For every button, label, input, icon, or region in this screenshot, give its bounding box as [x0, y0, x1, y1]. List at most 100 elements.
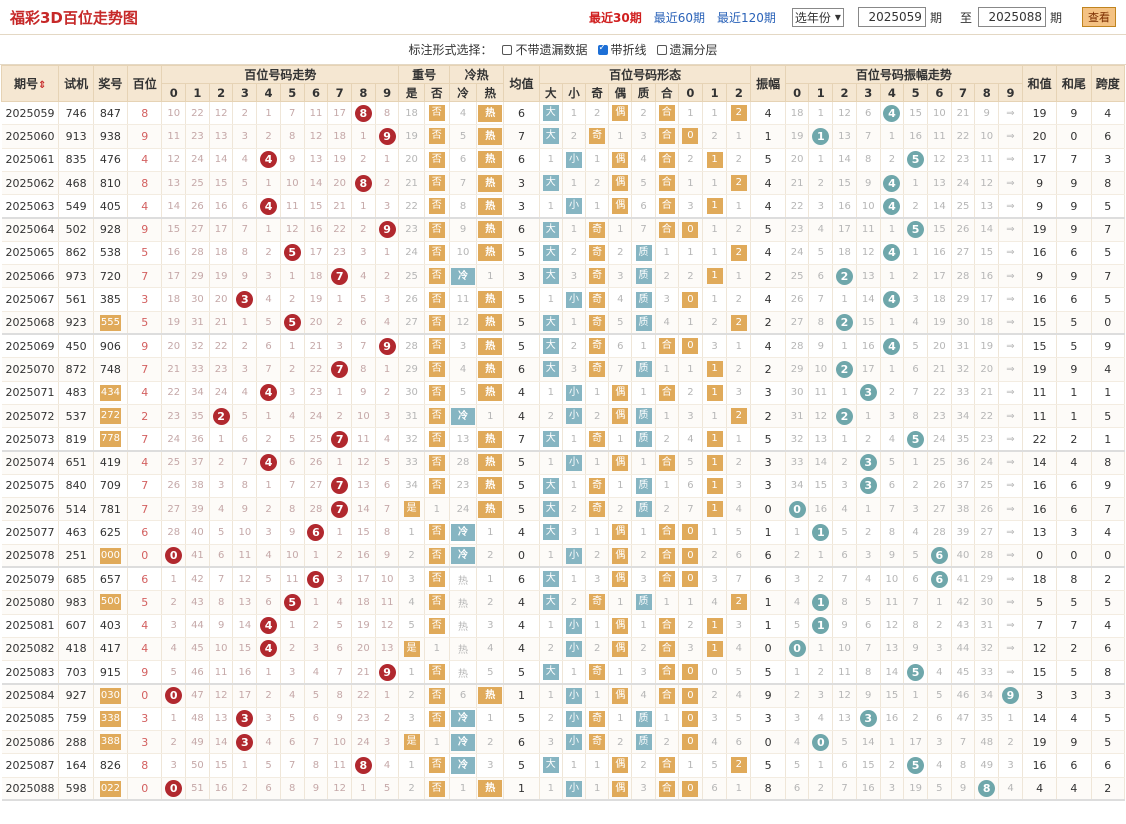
average-cell: 5	[503, 450, 540, 475]
tag: 否	[428, 757, 445, 774]
ball-marker: 0	[788, 640, 806, 658]
option-no-omission[interactable]: 不带遗漏数据	[502, 41, 588, 58]
amp-cell: 17	[856, 357, 881, 382]
amp-cell: 10	[808, 357, 834, 382]
amplitude-cell: 5	[750, 217, 786, 242]
form-cell: 1	[539, 381, 563, 405]
trend-cell: 4	[375, 753, 400, 778]
sum-tail-cell: 5	[1056, 311, 1092, 336]
trend-cell: 12	[351, 450, 376, 475]
trend-cell: 13	[209, 707, 234, 732]
option-omission-layer[interactable]: 遗漏分层	[656, 41, 718, 58]
trend-cell: 6	[304, 567, 329, 592]
tag: 奇	[589, 314, 606, 331]
nav-recent-120[interactable]: 最近120期	[717, 10, 776, 25]
header-qihao[interactable]: 期号⇕	[0, 65, 60, 102]
trend-cell: 3	[232, 357, 258, 382]
amp-cell: 7	[880, 497, 905, 522]
mod-cell: 2	[726, 241, 752, 266]
coldhot-cell: 冷	[449, 520, 478, 545]
trend-cell: 8	[351, 357, 376, 382]
hundreds-digit-cell: 7	[127, 497, 163, 522]
hundreds-digit-cell: 4	[127, 450, 163, 475]
amp-cell: 13	[832, 124, 857, 149]
sum-cell: 13	[1022, 520, 1058, 545]
year-select[interactable]: 选年份 ▾	[791, 7, 844, 27]
form-cell: 2	[655, 730, 679, 755]
trend-cell: 22	[161, 381, 187, 405]
amplitude-cell: 4	[750, 171, 786, 196]
span-cell: 2	[1091, 567, 1126, 592]
subheader-cell: 2	[726, 83, 752, 102]
checkbox-checked-icon[interactable]	[597, 43, 608, 55]
trend-cell: 15	[351, 520, 376, 545]
winning-number-cell: 405	[93, 194, 129, 219]
from-period-input[interactable]: 2025059	[857, 7, 926, 27]
amp-cell: 2	[927, 614, 952, 638]
tag: 质	[635, 477, 652, 494]
hot-tag: 热	[478, 244, 503, 262]
form-cell: 1	[585, 520, 610, 545]
nav-recent-30[interactable]: 最近30期	[589, 10, 642, 25]
amp-cell: 2	[832, 311, 857, 336]
view-button[interactable]: 查看	[1082, 7, 1116, 27]
mod-cell: 1	[726, 264, 752, 289]
form-cell: 合	[655, 381, 679, 405]
checkbox-icon[interactable]	[502, 45, 513, 55]
mod-cell: 2	[678, 148, 704, 172]
sum-tail-cell: 9	[1056, 194, 1092, 219]
mod-cell: 2	[678, 381, 704, 405]
to-period-input[interactable]: 2025088	[977, 7, 1046, 27]
tag: 合	[658, 221, 675, 238]
amp-cell: 7	[856, 637, 881, 662]
form-cell: 奇	[585, 590, 610, 615]
sum-cell: 3	[1022, 683, 1058, 708]
coldhot-cell: 5	[449, 381, 478, 405]
trend-cell: 7	[280, 101, 305, 126]
trend-cell: 2	[209, 450, 234, 475]
repeat-cell: 1	[398, 753, 425, 778]
trend-cell: 5	[375, 450, 400, 475]
amp-cell: 1	[880, 311, 905, 336]
trend-cell: 37	[185, 450, 210, 475]
trend-cell: 7	[327, 357, 352, 382]
tag: 偶	[612, 617, 629, 634]
tag: 偶	[612, 454, 629, 471]
average-cell: 1	[503, 777, 540, 802]
trend-cell: 4	[327, 590, 352, 615]
nav-recent-60[interactable]: 最近60期	[653, 10, 705, 25]
amplitude-cell: 2	[750, 264, 786, 289]
amp-cell: 2	[808, 777, 834, 802]
ball-marker: 4	[260, 384, 278, 402]
trend-cell: 8	[351, 753, 376, 778]
sort-icon[interactable]: ⇕	[38, 80, 47, 91]
trend-cell: 5	[256, 753, 281, 778]
sum-cell: 9	[1022, 171, 1058, 196]
tag: 偶	[612, 151, 629, 168]
subheader-cell: 0	[784, 83, 810, 102]
tag: 偶	[612, 105, 629, 122]
checkbox-icon[interactable]	[656, 45, 667, 55]
repeat-cell: 否	[424, 287, 450, 312]
option-label: 遗漏分层	[669, 43, 718, 57]
amp-cell: 1	[808, 614, 834, 638]
amp-cell: 8	[832, 590, 857, 615]
amp-cell: ⇒	[998, 567, 1023, 592]
average-cell: 5	[503, 660, 540, 685]
amp-cell: 6	[785, 777, 810, 802]
trend-cell: 28	[304, 497, 329, 522]
amp-cell: ⇒	[998, 381, 1023, 405]
ball-marker: 2	[836, 407, 853, 425]
form-cell: 合	[655, 101, 679, 126]
average-cell: 6	[503, 357, 540, 382]
winning-number-cell: 417	[93, 637, 129, 662]
trend-cell: 6	[280, 730, 305, 755]
winning-number-cell: 915	[93, 660, 129, 685]
form-cell: 3	[562, 264, 587, 289]
test-number-cell: 549	[58, 194, 94, 219]
option-polyline[interactable]: 带折线	[597, 41, 647, 58]
amp-cell: 22	[974, 404, 1000, 429]
amp-cell: 3	[880, 777, 905, 802]
tag: 大	[542, 524, 559, 541]
trend-cell: 46	[185, 660, 210, 685]
